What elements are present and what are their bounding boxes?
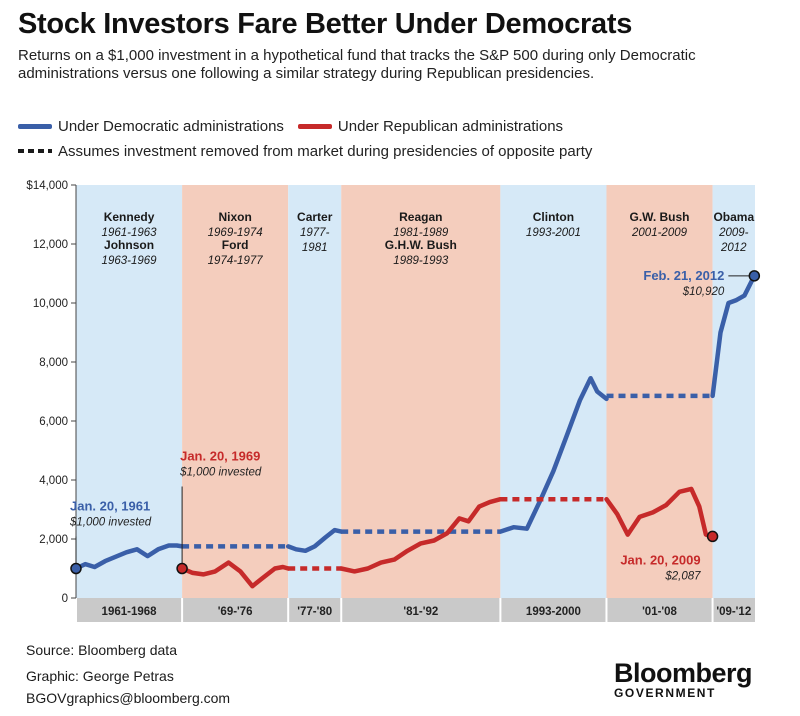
legend-swatch-rep <box>297 123 332 129</box>
page-title: Stock Investors Fare Better Under Democr… <box>18 8 633 40</box>
annotation-label: Jan. 20, 1961 <box>70 499 150 514</box>
logo-main: Bloomberg <box>613 658 753 688</box>
x-tick-label: '01-'08 <box>642 606 677 618</box>
y-tick-label: 6,000 <box>39 416 68 428</box>
annotation-marker <box>176 562 188 575</box>
x-tick-label: 1993-2000 <box>526 606 581 618</box>
graphic-credit: Graphic: George Petras <box>26 668 174 684</box>
bloomberg-government-logo: Bloomberg GOVERNMENT <box>613 658 753 701</box>
annotation-sublabel: $10,920 <box>682 286 725 298</box>
president-years: 1969-1974 <box>208 227 263 239</box>
x-axis-band <box>76 598 755 622</box>
series-line <box>179 560 291 589</box>
admin-band <box>712 185 755 598</box>
y-tick-label: 8,000 <box>39 357 68 369</box>
y-tick-label: 10,000 <box>33 298 68 310</box>
legend-label-rep: Under Republican administrations <box>337 117 564 135</box>
president-years: 1974-1977 <box>208 255 264 267</box>
legend-swatch-dashed <box>18 149 52 153</box>
president-years: 1963-1969 <box>102 255 158 267</box>
series-line <box>73 543 185 571</box>
legend-item-dem: Under Democratic administrations <box>18 118 284 135</box>
president-name: Kennedy <box>104 210 155 224</box>
president-years: 1989-1993 <box>393 255 449 267</box>
annotation-label: Feb. 21, 2012 <box>643 268 724 283</box>
annotation-sublabel: $1,000 invested <box>69 517 152 529</box>
annotation-sublabel: $2,087 <box>664 570 701 582</box>
president-name: Clinton <box>533 210 574 224</box>
series-line <box>604 486 715 539</box>
president-name: Nixon <box>218 210 251 224</box>
legend-swatch-dem <box>18 123 52 129</box>
president-name: G.W. Bush <box>630 210 690 224</box>
admin-band <box>500 185 607 598</box>
legend-parties: Under Democratic administrations Under R… <box>18 116 577 136</box>
source-note: Source: Bloomberg data <box>26 642 177 658</box>
x-tick-label: 1961-1968 <box>102 606 158 618</box>
series-line <box>285 527 344 554</box>
annotation-marker <box>706 530 719 543</box>
legend-dashed: Assumes investment removed from market d… <box>18 141 592 161</box>
president-name: Carter <box>297 210 333 224</box>
admin-band <box>341 185 501 598</box>
admin-band <box>606 185 713 598</box>
annotation-marker <box>70 562 82 575</box>
annotation-label: Jan. 20, 1969 <box>180 449 260 464</box>
president-name: Ford <box>222 238 249 252</box>
credit-email: BGOVgraphics@bloomberg.com <box>26 690 231 706</box>
president-years: 2012 <box>720 242 747 254</box>
legend-item-rep: Under Republican administrations <box>297 117 564 135</box>
president-years: 2009- <box>718 227 749 239</box>
x-tick-label: '69-'76 <box>218 606 253 618</box>
president-years: 1961-1963 <box>102 227 158 239</box>
president-name: Reagan <box>399 210 442 224</box>
annotation-marker <box>748 270 761 282</box>
series-line <box>710 273 757 399</box>
president-years: 1981-1989 <box>393 227 449 239</box>
admin-band <box>182 185 289 598</box>
x-tick-label: '81-'92 <box>403 606 438 618</box>
president-years: 1977- <box>300 227 330 239</box>
y-tick-label: 12,000 <box>33 239 68 251</box>
y-tick-label: 2,000 <box>39 534 68 546</box>
legend-label-dashed: Assumes investment removed from market d… <box>58 142 593 160</box>
annotation-sublabel: $1,000 invested <box>179 467 262 479</box>
x-tick-label: '09-'12 <box>716 606 751 618</box>
president-name: Obama <box>713 210 754 224</box>
series-line <box>338 496 503 574</box>
y-tick-label: $14,000 <box>26 180 68 192</box>
admin-band <box>76 185 183 598</box>
president-years: 2001-2009 <box>631 227 688 239</box>
page-subtitle: Returns on a $1,000 investment in a hypo… <box>18 47 696 82</box>
series-line <box>498 375 609 534</box>
annotation-label: Jan. 20, 2009 <box>620 552 700 567</box>
logo-sub: GOVERNMENT <box>613 686 716 700</box>
y-tick-label: 4,000 <box>39 475 68 487</box>
president-years: 1993-2001 <box>526 227 581 239</box>
president-name: G.H.W. Bush <box>385 238 457 252</box>
president-name: Johnson <box>104 238 154 252</box>
legend-label-dem: Under Democratic administrations <box>58 117 284 135</box>
y-tick-label: 0 <box>62 593 68 605</box>
president-years: 1981 <box>302 242 328 254</box>
x-tick-label: '77-'80 <box>297 606 332 618</box>
